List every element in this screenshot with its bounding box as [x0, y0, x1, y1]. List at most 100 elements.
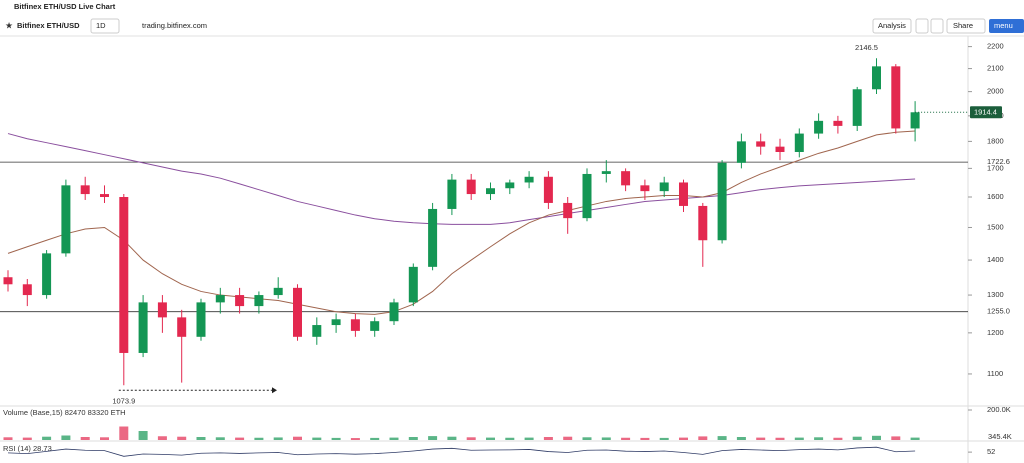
moving-average [7, 130, 916, 315]
candle-body [3, 277, 13, 285]
volume-bar [543, 437, 553, 440]
volume-bar [312, 437, 322, 440]
candle-body [659, 182, 669, 192]
candle-body [100, 194, 109, 198]
candle-body [486, 188, 495, 195]
volume-bar [293, 436, 302, 440]
volume-bar [872, 435, 881, 440]
volume-tick-label: 200.0K [987, 405, 1011, 414]
candle-body [215, 295, 225, 303]
candle-body [80, 185, 90, 195]
y-tick-label: 1500 [987, 222, 1004, 231]
candle-body [273, 287, 283, 296]
volume-bar [3, 437, 13, 440]
volume-bar [621, 437, 631, 440]
candle-body [293, 287, 302, 337]
low-arrowhead [272, 387, 277, 394]
low-annotation: 1073.9 [112, 396, 135, 405]
y-tick-label: 1600 [987, 192, 1004, 201]
volume-bar [679, 437, 688, 440]
volume-bar [717, 436, 727, 440]
menu-label[interactable]: menu [994, 21, 1013, 30]
candle-body [814, 120, 824, 134]
pause-button[interactable] [915, 18, 929, 34]
candle-body [42, 253, 52, 296]
candle-body [408, 266, 418, 303]
y-tick-label: 1300 [987, 290, 1004, 299]
volume-bar [273, 437, 283, 440]
candle-body [621, 171, 631, 186]
candle-body [736, 141, 746, 163]
volume-bar [428, 436, 438, 440]
volume-bar [80, 437, 90, 440]
volume-bar [157, 436, 167, 440]
candle-body [312, 325, 322, 337]
rsi-title: RSI (14) 28.73 [3, 444, 52, 453]
y-tick-label: 1200 [987, 328, 1004, 337]
volume-title: Volume (Base,15) 82470 83320 ETH [3, 408, 126, 417]
y-tick-label: 2000 [987, 87, 1004, 96]
candle-body [331, 319, 341, 326]
candle-body [350, 319, 360, 331]
y-tick-label: 1100 [987, 369, 1003, 378]
menu-button[interactable] [989, 19, 1024, 33]
hline-label: 1255.0 [987, 307, 1010, 316]
interval[interactable]: 1D [96, 21, 106, 30]
candle-body [254, 295, 264, 307]
candle-body [119, 197, 129, 353]
candle-body [157, 302, 167, 318]
candle-body [524, 176, 534, 183]
rsi-line [7, 446, 916, 457]
volume-bar [524, 437, 534, 440]
volume-bar [447, 436, 457, 440]
volume-bar [582, 437, 592, 440]
volume-bar [138, 431, 148, 440]
volume-last: 345.4K [988, 432, 1012, 441]
volume-bar [100, 437, 109, 440]
symbol[interactable]: Bitfinex ETH/USD [17, 21, 80, 30]
candle-body [138, 302, 148, 353]
volume-bar [833, 437, 843, 440]
candle-body [447, 179, 457, 209]
volume-bar [563, 436, 573, 440]
volume-bar [775, 437, 785, 440]
analysis-button[interactable] [872, 18, 912, 34]
candle-body [235, 295, 245, 307]
share-label[interactable]: Share [953, 21, 973, 30]
volume-bar [756, 437, 766, 440]
volume-bar [794, 437, 804, 440]
volume-bar [659, 437, 669, 440]
rsi-tick-label: 52 [987, 447, 995, 456]
volume-bar [196, 437, 206, 440]
volume-bar [736, 437, 746, 440]
last-price-label: 1914.4 [974, 107, 997, 116]
volume-bar [331, 437, 341, 440]
candle-body [717, 162, 727, 241]
high-annotation: 2146.5 [855, 43, 878, 52]
candle-body [196, 302, 206, 337]
y-tick-label: 2100 [987, 64, 1004, 73]
volume-bar [61, 435, 71, 440]
interval-box[interactable] [90, 18, 120, 34]
candle-body [794, 133, 804, 152]
volume-bar [698, 436, 708, 440]
volume-bar [42, 436, 52, 440]
hline-label: 1722.6 [987, 157, 1010, 166]
volume-bar [22, 437, 32, 440]
share-button[interactable] [946, 18, 986, 34]
y-tick-label: 1800 [987, 136, 1004, 145]
y-tick-label: 1700 [987, 163, 1004, 172]
candle-body [582, 173, 592, 219]
star-icon[interactable]: ★ [5, 20, 13, 30]
last-price-box [970, 106, 1002, 119]
edit-button[interactable] [930, 18, 944, 34]
analysis-label[interactable]: Analysis [878, 21, 906, 30]
source-link[interactable]: trading.bitfinex.com [142, 21, 207, 30]
candle-body [910, 112, 920, 129]
candle-body [601, 171, 611, 174]
volume-bar [408, 437, 418, 440]
candle-body [833, 120, 843, 126]
